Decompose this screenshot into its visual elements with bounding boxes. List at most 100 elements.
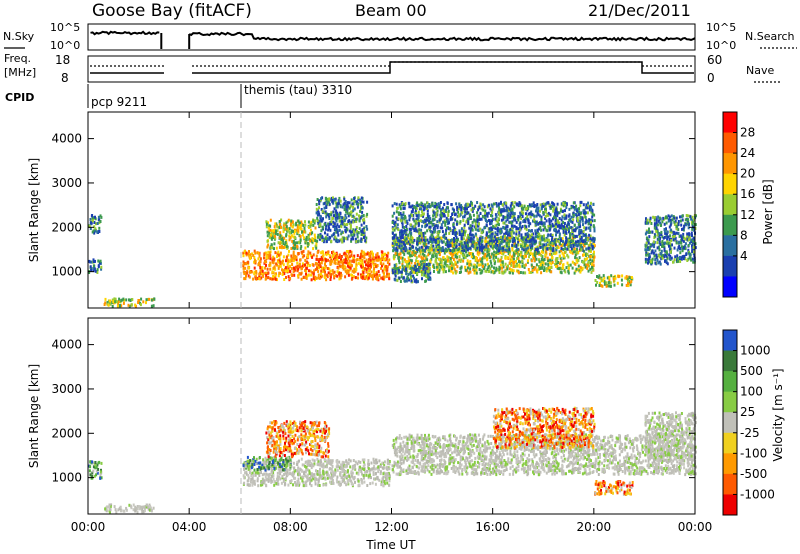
range-gate-cell <box>498 223 500 227</box>
range-gate-cell <box>296 245 299 249</box>
range-gate-cell <box>485 242 488 246</box>
range-gate-cell <box>477 253 480 257</box>
range-gate-cell <box>378 273 381 277</box>
range-gate-cell <box>692 250 695 254</box>
range-gate-cell <box>661 235 664 239</box>
range-gate-cell <box>319 263 322 267</box>
range-gate-cell <box>423 253 426 257</box>
range-gate-cell <box>447 221 450 225</box>
range-gate-cell <box>399 207 402 211</box>
range-gate-cell <box>318 266 321 270</box>
range-gate-cell <box>551 222 554 226</box>
range-gate-cell <box>495 266 498 270</box>
range-gate-cell <box>469 232 472 236</box>
range-gate-cell <box>548 268 551 272</box>
freq-line <box>90 61 694 74</box>
range-gate-cell <box>263 253 266 257</box>
range-gate-cell <box>295 221 298 225</box>
range-gate-cell <box>582 211 585 215</box>
range-gate-cell <box>447 246 450 250</box>
range-gate-cell <box>338 277 341 281</box>
range-gate-cell <box>511 211 514 215</box>
range-gate-cell <box>454 213 456 217</box>
range-gate-cell <box>322 253 325 257</box>
range-gate-cell <box>592 202 595 206</box>
range-gate-cell <box>273 234 276 238</box>
range-gate-cell <box>307 273 310 277</box>
range-gate-cell <box>668 225 671 229</box>
range-gate-cell <box>338 272 341 276</box>
range-gate-cell <box>282 263 285 267</box>
range-gate-cell <box>343 225 346 229</box>
range-gate-cell <box>395 267 398 271</box>
range-gate-cell <box>348 268 351 272</box>
range-gate-cell <box>457 210 460 214</box>
range-gate-cell <box>510 259 513 262</box>
range-gate-cell <box>451 232 454 235</box>
range-gate-cell <box>688 253 691 256</box>
range-gate-cell <box>438 257 441 261</box>
range-gate-cell <box>529 215 532 219</box>
range-gate-cell <box>394 252 397 256</box>
range-gate-cell <box>350 237 353 241</box>
range-gate-cell <box>489 207 492 211</box>
range-gate-cell <box>500 241 503 245</box>
range-gate-cell <box>307 253 310 257</box>
range-gate-cell <box>298 265 301 269</box>
range-gate-cell <box>565 214 568 218</box>
range-gate-cell <box>560 202 563 206</box>
range-gate-cell <box>556 257 559 261</box>
range-gate-cell <box>434 240 437 244</box>
range-gate-cell <box>451 213 454 216</box>
range-gate-cell <box>603 280 606 284</box>
range-gate-cell <box>403 206 406 210</box>
range-gate-cell <box>333 225 336 229</box>
range-gate-cell <box>360 276 363 280</box>
range-gate-cell <box>551 236 554 239</box>
range-gate-cell <box>476 218 479 222</box>
range-gate-cell <box>677 246 680 250</box>
range-gate-cell <box>463 223 466 227</box>
range-gate-cell <box>487 211 490 215</box>
range-gate-cell <box>290 219 293 223</box>
range-gate-cell <box>277 260 280 264</box>
range-gate-cell <box>524 263 527 267</box>
range-gate-cell <box>316 239 319 243</box>
range-gate-cell <box>285 239 288 243</box>
range-gate-cell <box>325 206 328 209</box>
range-gate-cell <box>515 269 518 273</box>
range-gate-cell <box>298 221 301 225</box>
range-gate-cell <box>395 202 398 206</box>
range-gate-cell <box>413 224 416 228</box>
range-gate-cell <box>312 238 315 242</box>
range-gate-cell <box>520 233 523 237</box>
range-gate-cell <box>480 243 483 247</box>
range-gate-cell <box>515 230 518 234</box>
range-gate-cell <box>356 235 359 239</box>
range-gate-cell <box>544 262 547 266</box>
range-gate-cell <box>479 227 482 231</box>
range-gate-cell <box>511 203 514 207</box>
range-gate-cell <box>296 241 299 245</box>
range-gate-cell <box>653 222 656 226</box>
range-gate-cell <box>599 281 601 285</box>
range-gate-cell <box>307 269 310 273</box>
range-gate-cell <box>336 229 339 232</box>
range-gate-cell <box>551 233 554 237</box>
range-gate-cell <box>665 227 667 231</box>
range-gate-cell <box>653 233 656 237</box>
range-gate-cell <box>569 234 572 238</box>
range-gate-cell <box>418 231 421 235</box>
range-gate-cell <box>372 270 375 274</box>
range-gate-cell <box>664 253 667 257</box>
range-gate-cell <box>269 257 272 261</box>
range-gate-cell <box>321 257 324 261</box>
range-gate-cell <box>474 232 477 236</box>
range-gate-cell <box>677 220 680 223</box>
range-gate-cell <box>572 228 575 232</box>
range-gate-cell <box>597 275 600 279</box>
range-gate-cell <box>554 218 557 222</box>
range-gate-cell <box>498 267 501 271</box>
range-gate-cell <box>570 239 573 243</box>
range-gate-cell <box>294 257 296 261</box>
